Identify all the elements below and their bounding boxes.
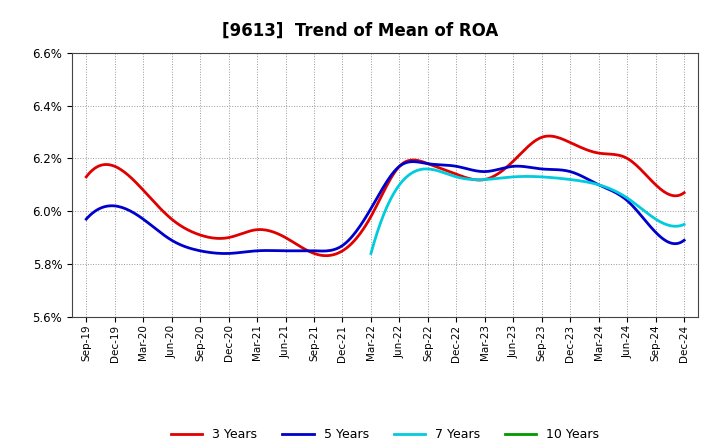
- Text: [9613]  Trend of Mean of ROA: [9613] Trend of Mean of ROA: [222, 22, 498, 40]
- Legend: 3 Years, 5 Years, 7 Years, 10 Years: 3 Years, 5 Years, 7 Years, 10 Years: [166, 423, 604, 440]
